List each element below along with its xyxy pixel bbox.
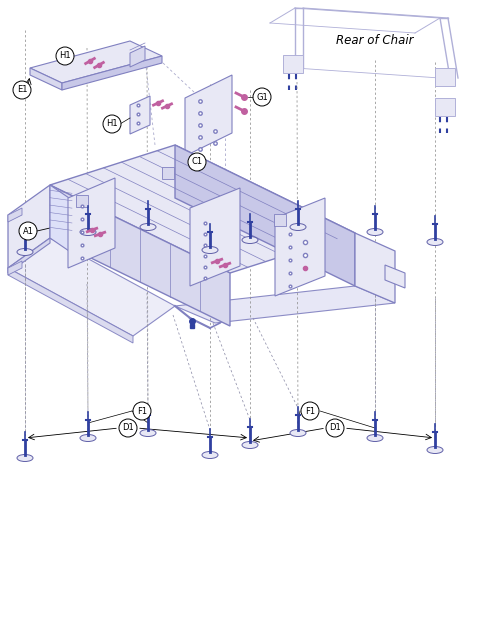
- Circle shape: [253, 88, 271, 106]
- Polygon shape: [76, 195, 88, 207]
- Polygon shape: [130, 96, 150, 134]
- Ellipse shape: [17, 249, 33, 256]
- Text: D1: D1: [122, 423, 134, 432]
- Polygon shape: [130, 46, 145, 67]
- Polygon shape: [435, 98, 455, 116]
- Text: G1: G1: [256, 92, 268, 101]
- Polygon shape: [50, 185, 72, 253]
- Ellipse shape: [290, 430, 306, 437]
- Ellipse shape: [17, 454, 33, 461]
- Text: F1: F1: [305, 406, 315, 415]
- Text: D1: D1: [329, 423, 341, 432]
- Circle shape: [133, 402, 151, 420]
- Polygon shape: [30, 68, 62, 90]
- Polygon shape: [275, 198, 325, 296]
- Circle shape: [103, 115, 121, 133]
- Circle shape: [326, 419, 344, 437]
- Text: F1: F1: [137, 406, 147, 415]
- Ellipse shape: [242, 441, 258, 449]
- Ellipse shape: [427, 446, 443, 453]
- Polygon shape: [435, 68, 455, 86]
- Ellipse shape: [290, 223, 306, 230]
- Polygon shape: [8, 238, 50, 273]
- Polygon shape: [8, 185, 50, 268]
- Text: A1: A1: [22, 227, 34, 235]
- Polygon shape: [8, 261, 22, 275]
- Ellipse shape: [80, 434, 96, 441]
- Ellipse shape: [367, 434, 383, 441]
- Polygon shape: [175, 286, 395, 323]
- Polygon shape: [274, 214, 286, 226]
- Ellipse shape: [242, 237, 258, 244]
- Polygon shape: [68, 178, 115, 268]
- Polygon shape: [8, 238, 175, 336]
- Circle shape: [56, 47, 74, 65]
- Polygon shape: [190, 188, 240, 286]
- Text: H1: H1: [59, 51, 71, 61]
- Ellipse shape: [202, 451, 218, 458]
- Polygon shape: [8, 268, 133, 343]
- Polygon shape: [50, 185, 230, 326]
- Circle shape: [301, 402, 319, 420]
- Ellipse shape: [367, 229, 383, 235]
- Polygon shape: [355, 233, 395, 303]
- Ellipse shape: [140, 430, 156, 437]
- Text: Rear of Chair: Rear of Chair: [336, 34, 414, 46]
- Ellipse shape: [80, 229, 96, 235]
- Polygon shape: [385, 265, 405, 288]
- Ellipse shape: [202, 246, 218, 253]
- Text: H1: H1: [106, 120, 118, 128]
- Circle shape: [13, 81, 31, 99]
- Circle shape: [119, 419, 137, 437]
- Circle shape: [19, 222, 37, 240]
- Ellipse shape: [427, 239, 443, 246]
- Ellipse shape: [140, 223, 156, 230]
- Polygon shape: [50, 145, 355, 273]
- Polygon shape: [162, 167, 174, 179]
- Text: C1: C1: [192, 158, 202, 166]
- Polygon shape: [62, 56, 162, 90]
- Polygon shape: [30, 41, 162, 83]
- Polygon shape: [175, 145, 355, 286]
- Circle shape: [188, 153, 206, 171]
- Text: E1: E1: [17, 85, 27, 94]
- Polygon shape: [283, 55, 303, 73]
- Polygon shape: [185, 75, 232, 156]
- Polygon shape: [8, 208, 22, 222]
